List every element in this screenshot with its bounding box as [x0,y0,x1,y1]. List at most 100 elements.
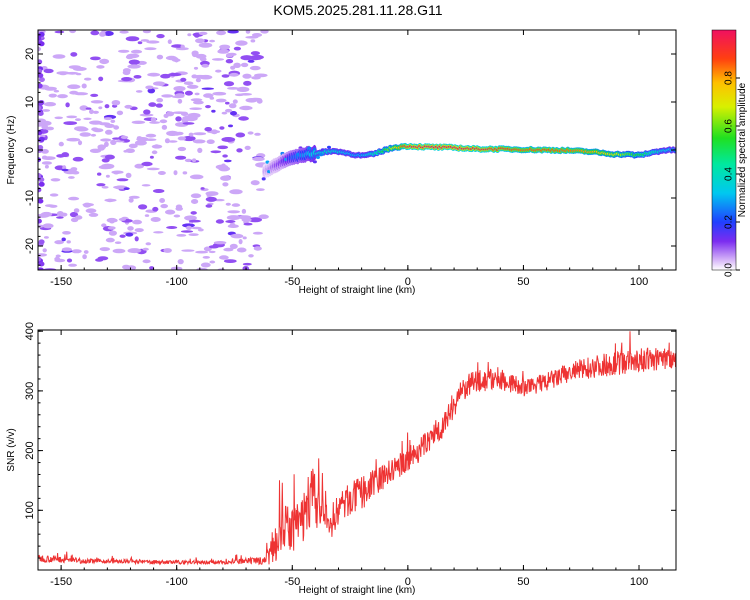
noise-speckle [217,145,229,150]
noise-speckle [119,30,129,34]
noise-speckle [126,53,140,59]
noise-speckle [123,150,128,153]
noise-speckle [227,87,240,90]
noise-speckle [163,248,172,253]
noise-speckle [181,117,189,123]
noise-speckle [125,172,132,178]
noise-speckle [100,138,112,142]
noise-speckle [84,77,92,81]
noise-speckle [105,129,113,135]
noise-speckle [180,77,187,82]
noise-speckle [79,105,89,111]
noise-speckle [163,113,169,118]
noise-speckle [256,98,263,104]
noise-speckle [79,132,92,137]
edge-speckle [38,130,43,136]
noise-speckle [112,137,121,140]
noise-speckle [211,58,225,61]
noise-speckle [134,163,144,169]
noise-speckle [116,178,129,182]
noise-speckle [156,98,164,103]
noise-speckle [158,82,165,87]
noise-speckle [202,256,210,259]
noise-speckle [75,215,83,220]
noise-speckle [228,124,233,128]
y-tick-label: 20 [24,48,36,60]
noise-speckle [227,30,239,34]
noise-speckle [130,49,143,54]
edge-speckle [38,105,42,111]
noise-speckle [125,232,134,237]
noise-speckle [116,110,124,116]
y-tick-label: 10 [24,96,36,108]
noise-speckle [70,52,78,57]
edge-speckle [38,111,44,116]
noise-speckle [223,175,230,179]
noise-speckle [175,155,187,160]
noise-speckle [159,198,166,203]
noise-speckle [237,41,248,45]
noise-speckle [99,247,111,252]
x-tick-label: -100 [166,276,188,288]
noise-speckle [150,217,161,222]
x-tick-label: 100 [630,576,648,588]
edge-speckle [38,198,44,204]
noise-speckle [62,231,71,235]
noise-speckle [138,204,148,210]
noise-speckle [145,133,157,138]
noise-speckle [225,101,230,105]
noise-speckle [245,30,251,34]
ridge-scatter [296,152,301,156]
noise-speckle [83,250,89,254]
noise-speckle [108,230,117,236]
noise-speckle [68,263,77,267]
noise-speckle [177,136,187,141]
noise-speckle [103,31,114,36]
noise-speckle [143,109,151,115]
noise-speckle [82,254,87,260]
noise-speckle [217,50,224,54]
noise-speckle [223,259,237,263]
noise-speckle [69,211,79,218]
noise-speckle [193,66,199,70]
noise-speckle [236,247,247,253]
noise-speckle [44,102,56,107]
noise-speckle [197,228,204,232]
noise-speckle [134,228,144,233]
noise-speckle [123,187,130,191]
noise-speckle [253,246,262,251]
noise-speckle [126,265,137,270]
colorbar: 0.0 0.2 0.4 0.6 0.8 Normalized spectral ampl… [711,29,748,277]
noise-speckle [43,236,49,239]
noise-speckle [247,59,255,63]
noise-speckle [175,204,183,209]
noise-speckle [75,118,81,121]
noise-speckle [98,76,104,82]
noise-speckle [122,70,131,76]
noise-speckle [127,64,141,69]
noise-speckle [225,108,233,113]
noise-speckle [99,58,110,65]
noise-speckle [183,81,194,85]
noise-speckle [225,53,234,58]
colorbar-frame [711,29,737,271]
noise-speckle [191,74,198,79]
noise-speckle [197,147,203,153]
noise-speckle [97,256,109,261]
ridge-scatter [316,155,320,159]
noise-speckle [219,126,225,130]
noise-speckle [235,132,246,138]
y-tick-label: 400 [24,322,36,340]
noise-speckle [53,89,60,93]
noise-speckle [215,69,222,73]
noise-speckle [69,30,76,34]
snr-series-line [38,331,676,566]
noise-speckle [145,85,154,90]
colorbar-gradient [712,30,736,270]
noise-speckle [66,115,78,119]
noise-speckle [72,66,87,71]
noise-speckle [165,209,176,215]
noise-speckle [215,164,229,170]
noise-speckle [200,187,205,190]
